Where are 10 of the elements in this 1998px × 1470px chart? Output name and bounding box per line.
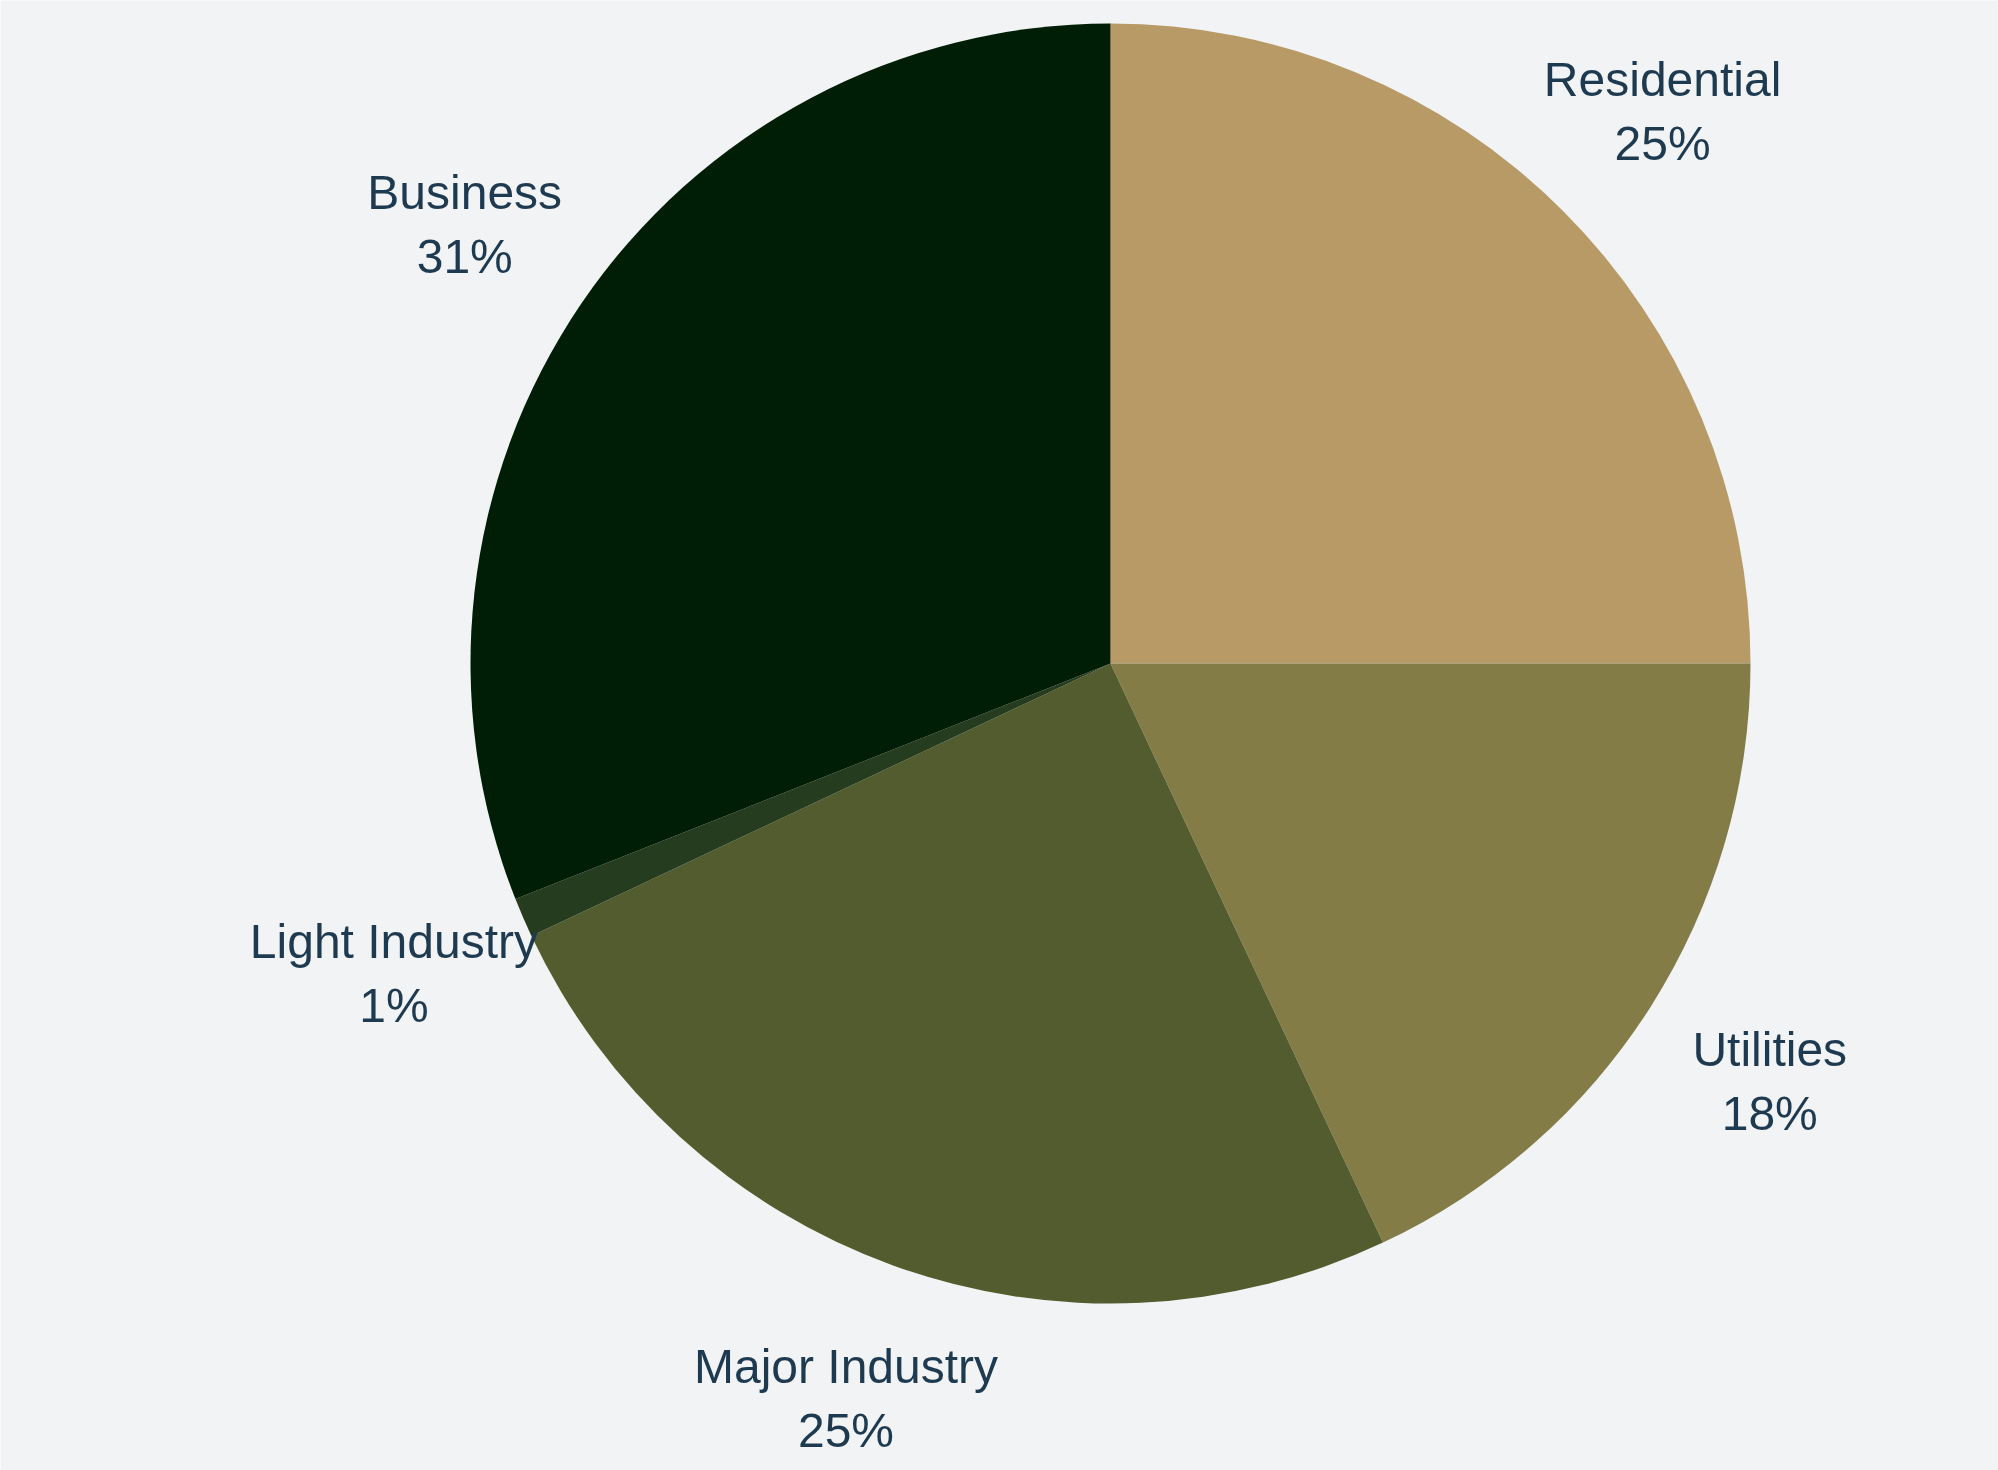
data-label: 25% bbox=[1614, 116, 1711, 170]
slice-label: Utilities bbox=[1692, 1023, 1848, 1077]
slice-label: Light Industry bbox=[249, 915, 539, 969]
slice-label: Residential bbox=[1543, 52, 1782, 106]
data-label: 18% bbox=[1721, 1087, 1818, 1141]
data-label: 1% bbox=[359, 979, 429, 1033]
data-label: 31% bbox=[416, 230, 513, 284]
slice-label: Major Industry bbox=[693, 1339, 999, 1393]
data-label: 25% bbox=[797, 1403, 895, 1457]
slice-label: Business bbox=[367, 166, 563, 220]
